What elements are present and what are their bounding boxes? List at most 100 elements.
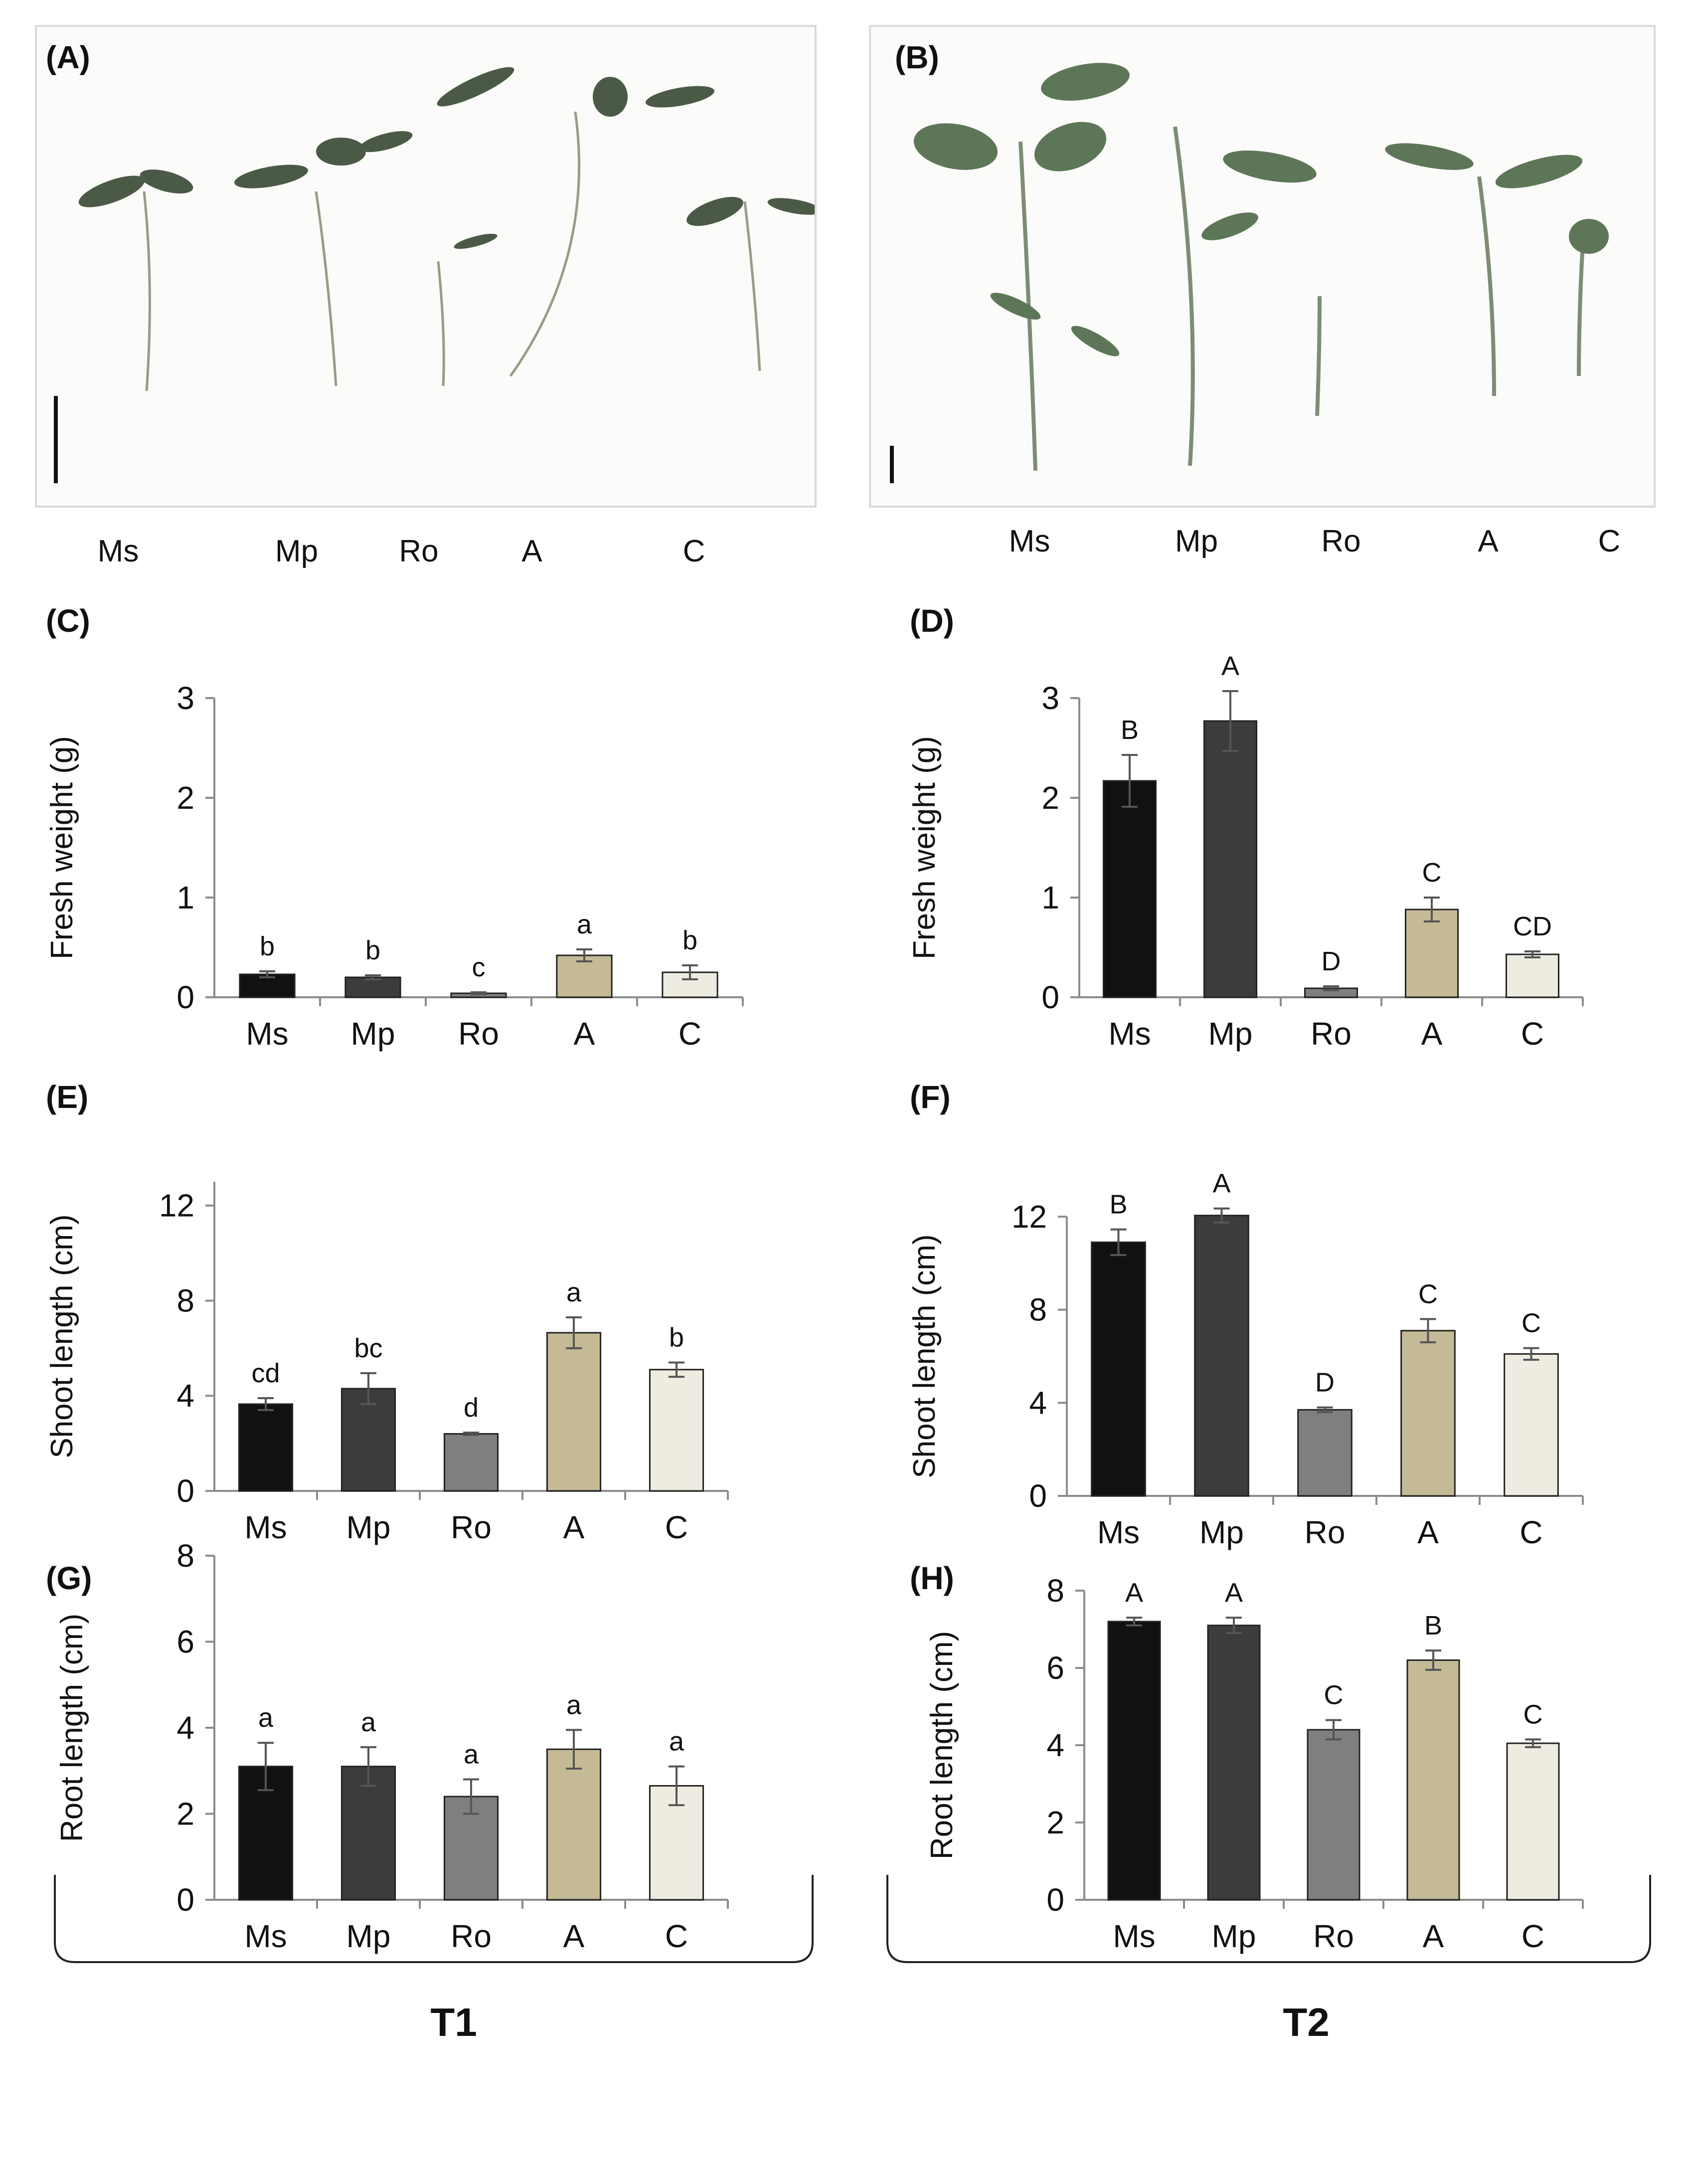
bar-f-ms: [1091, 1241, 1146, 1497]
significance-letter-g-a: a: [566, 1690, 582, 1720]
x-tick-label-f-ms: Ms: [1097, 1514, 1140, 1550]
x-tick-label-c-a: A: [574, 1016, 595, 1052]
x-tick-label-h-c: C: [1522, 1918, 1544, 1954]
seedlings-photo-b: [890, 63, 1609, 483]
y-tick-label-h: 8: [1046, 1573, 1064, 1609]
photo-label-a-c: C: [682, 534, 705, 568]
y-tick-label-h: 6: [1046, 1650, 1064, 1686]
x-tick-label-f-ro: Ro: [1305, 1514, 1346, 1550]
x-tick-label-g-ro: Ro: [451, 1918, 492, 1954]
x-tick-label-h-a: A: [1423, 1918, 1444, 1954]
bar-g-ro: [443, 1796, 499, 1901]
photo-label-b-ro: Ro: [1321, 524, 1361, 558]
x-tick-label-h-mp: Mp: [1212, 1918, 1256, 1954]
bar-e-mp: [340, 1388, 396, 1492]
x-tick-label-d-mp: Mp: [1208, 1016, 1253, 1052]
y-tick-label-h: 4: [1046, 1727, 1064, 1763]
significance-letter-h-ro: C: [1324, 1680, 1344, 1710]
y-tick-label-g: 4: [176, 1710, 194, 1746]
y-axis-label-h: Root length (cm): [925, 1631, 959, 1859]
photo-label-b-mp: Mp: [1175, 524, 1218, 558]
bracket-t1: [54, 1875, 814, 1963]
significance-letter-f-a: C: [1418, 1279, 1438, 1309]
panel-label-d: (D): [910, 603, 954, 639]
significance-letter-d-a: C: [1422, 858, 1442, 888]
significance-letter-f-ms: B: [1109, 1190, 1127, 1220]
y-tick-label-f: 0: [1029, 1478, 1047, 1514]
significance-letter-e-a: a: [566, 1277, 582, 1307]
y-tick-label-f: 8: [1029, 1292, 1047, 1328]
x-tick-label-g-c: C: [665, 1918, 688, 1954]
y-tick-label-e: 4: [176, 1378, 194, 1414]
significance-letter-g-c: a: [669, 1727, 684, 1757]
y-tick-label-f: 12: [1012, 1199, 1047, 1235]
bar-f-a: [1400, 1330, 1456, 1497]
y-tick-label-d: 0: [1041, 979, 1059, 1015]
bar-h-ro: [1307, 1729, 1360, 1901]
significance-letter-c-c: b: [682, 925, 697, 955]
y-tick-label-c: 1: [176, 880, 194, 915]
x-tick-label-e-ms: Ms: [244, 1509, 287, 1545]
y-axis-label-g: Root length (cm): [55, 1614, 89, 1842]
y-tick-label-c: 2: [176, 780, 194, 816]
y-tick-label-d: 1: [1041, 880, 1059, 915]
photo-label-a-mp: Mp: [275, 534, 319, 568]
panel-label-c: (C): [46, 603, 90, 639]
x-tick-label-d-ro: Ro: [1311, 1016, 1352, 1052]
y-tick-label-d: 3: [1041, 680, 1059, 716]
significance-letter-h-mp: A: [1225, 1578, 1243, 1608]
x-tick-label-d-c: C: [1521, 1016, 1544, 1052]
x-tick-label-e-ro: Ro: [451, 1509, 492, 1545]
significance-letter-g-mp: a: [361, 1707, 376, 1737]
y-tick-label-e: 0: [176, 1473, 194, 1509]
bar-g-mp: [340, 1766, 396, 1901]
treatment-label-t1: T1: [430, 2000, 477, 2044]
significance-letter-c-mp: b: [365, 935, 380, 965]
y-axis-label-c: Fresh weight (g): [45, 736, 79, 959]
significance-letter-c-ms: b: [260, 931, 275, 961]
x-tick-label-f-mp: Mp: [1199, 1514, 1244, 1550]
bar-h-a: [1406, 1659, 1460, 1901]
significance-letter-e-c: b: [669, 1322, 684, 1352]
x-tick-label-e-mp: Mp: [346, 1509, 391, 1545]
significance-letter-d-c: CD: [1513, 911, 1552, 941]
bar-g-ms: [238, 1766, 294, 1901]
significance-letter-e-mp: bc: [354, 1333, 382, 1363]
x-tick-label-c-ms: Ms: [246, 1016, 288, 1052]
significance-letter-h-c: C: [1523, 1699, 1543, 1729]
x-tick-label-d-a: A: [1421, 1016, 1443, 1052]
photo-panel-a: [35, 25, 817, 508]
bar-h-c: [1506, 1742, 1560, 1901]
y-tick-label-g: 2: [176, 1796, 194, 1832]
y-tick-label-c: 3: [176, 680, 194, 716]
significance-letter-f-mp: A: [1212, 1169, 1230, 1199]
photo-label-b-ms: Ms: [1009, 524, 1050, 558]
significance-letter-e-ms: cd: [251, 1358, 280, 1388]
x-tick-label-c-c: C: [678, 1016, 701, 1052]
significance-letter-d-mp: A: [1221, 651, 1239, 681]
photo-label-a-a: A: [521, 534, 542, 568]
panel-label-g: (G): [46, 1560, 92, 1596]
y-tick-label-e: 12: [159, 1188, 194, 1224]
x-tick-label-g-a: A: [563, 1918, 585, 1954]
y-tick-label-d: 2: [1041, 780, 1059, 816]
significance-letter-e-ro: d: [464, 1393, 479, 1423]
photo-panel-b: [869, 25, 1656, 508]
significance-letter-d-ms: B: [1121, 715, 1139, 745]
photo-label-a-ro: Ro: [399, 534, 439, 568]
y-axis-label-f: Shoot length (cm): [907, 1234, 942, 1478]
significance-letter-f-ro: D: [1315, 1368, 1335, 1398]
photo-label-a-ms: Ms: [97, 534, 139, 568]
x-tick-label-h-ro: Ro: [1313, 1918, 1354, 1954]
significance-letter-h-ms: A: [1125, 1578, 1143, 1608]
y-tick-label-g: 8: [176, 1538, 194, 1574]
y-tick-label-h: 2: [1046, 1805, 1064, 1840]
treatment-label-t2: T2: [1283, 2000, 1330, 2044]
significance-letter-d-ro: D: [1322, 946, 1341, 976]
bar-f-mp: [1194, 1215, 1249, 1497]
bar-d-c: [1505, 953, 1560, 998]
photo-label-b-c: C: [1598, 524, 1621, 558]
x-tick-label-f-c: C: [1520, 1514, 1542, 1550]
